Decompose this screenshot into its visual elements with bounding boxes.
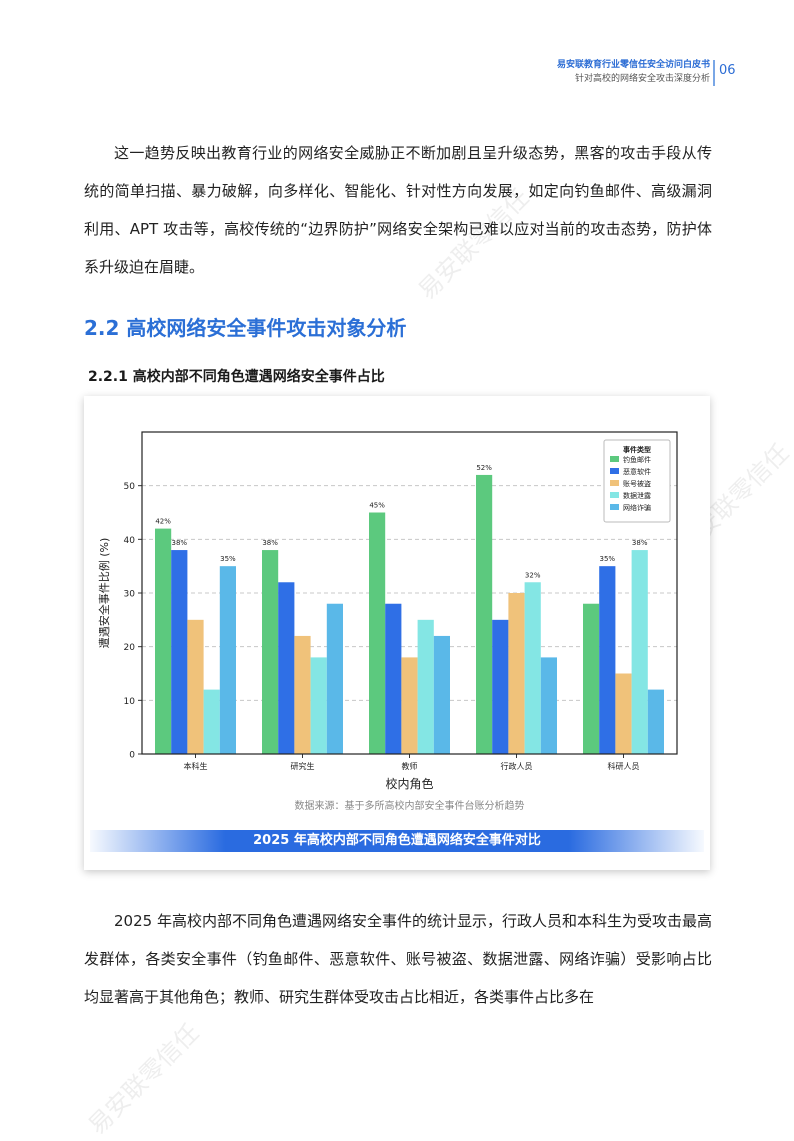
bar — [278, 582, 295, 754]
legend-swatch — [610, 468, 619, 474]
bar — [508, 593, 525, 754]
paragraph-intro: 这一趋势反映出教育行业的网络安全威胁正不断加剧且呈升级态势，黑客的攻击手段从传统… — [84, 144, 712, 276]
legend-swatch — [610, 492, 619, 498]
bar — [540, 657, 557, 754]
bar — [369, 512, 386, 754]
bar — [187, 619, 204, 754]
section-title: 2.2 高校网络安全事件攻击对象分析 — [84, 316, 407, 340]
data-label: 52% — [476, 464, 492, 472]
legend-item: 账号被盗 — [623, 479, 651, 488]
legend-item: 数据泄露 — [623, 491, 651, 500]
bar — [294, 635, 311, 754]
y-tick-label: 20 — [124, 643, 136, 653]
y-tick-label: 50 — [124, 482, 136, 492]
header-title: 易安联教育行业零信任安全访问白皮书 — [556, 60, 710, 70]
bar — [583, 603, 600, 754]
bar — [262, 550, 279, 754]
data-label: 35% — [600, 555, 616, 563]
data-label: 35% — [220, 555, 236, 563]
bar — [326, 603, 343, 754]
bar — [433, 635, 450, 754]
chart-source-note: 数据来源：基于多所高校内部安全事件台账分析趋势 — [295, 799, 525, 812]
data-label: 42% — [155, 518, 171, 526]
data-label: 38% — [632, 539, 648, 547]
watermark: 易安联零信任 — [82, 1018, 205, 1141]
y-tick-label: 10 — [124, 697, 136, 707]
bar — [492, 619, 509, 754]
x-tick-label: 科研人员 — [608, 761, 640, 771]
legend-swatch — [610, 480, 619, 486]
data-label: 38% — [262, 539, 278, 547]
bar — [155, 528, 172, 754]
legend-item: 钓鱼邮件 — [623, 455, 651, 464]
data-label: 38% — [172, 539, 188, 547]
bar — [615, 673, 632, 754]
data-label: 32% — [525, 571, 541, 579]
x-tick-label: 研究生 — [291, 761, 315, 771]
page-header: 易安联教育行业零信任安全访问白皮书 针对高校的网络安全攻击深度分析 — [557, 58, 710, 86]
bar — [417, 619, 434, 754]
x-axis-label: 校内角色 — [385, 776, 433, 791]
bar-chart: 0 10 20 30 40 50 本科生 研究生 教师 行政人员 科研人员 42% 38% 35% 38% 4… — [97, 431, 678, 812]
bar — [310, 657, 327, 754]
bar — [599, 566, 616, 754]
x-tick-label: 教师 — [402, 761, 418, 771]
paragraph-analysis: 2025 年高校内部不同角色遭遇网络安全事件的统计显示，行政人员和本科生为受攻击… — [84, 912, 712, 1006]
bar — [631, 550, 648, 754]
bar — [401, 657, 418, 754]
y-tick-label: 30 — [124, 590, 136, 600]
header-divider — [713, 60, 715, 86]
legend-box — [603, 439, 671, 523]
bar — [203, 689, 220, 754]
legend-item: 恶意软件 — [623, 467, 651, 476]
legend-item: 网络诈骗 — [623, 503, 651, 512]
bar — [524, 582, 541, 754]
plot-frame — [141, 431, 678, 755]
page-number: 06 — [719, 63, 736, 78]
bar — [171, 550, 188, 754]
y-tick-label: 0 — [129, 751, 135, 761]
bar — [219, 566, 236, 754]
bar — [385, 603, 402, 754]
chart-caption: 2025 年高校内部不同角色遭遇网络安全事件对比 — [90, 830, 704, 852]
x-tick-label: 行政人员 — [501, 761, 533, 771]
y-tick-label: 40 — [124, 536, 136, 546]
data-label: 45% — [369, 502, 385, 510]
subsection-title: 2.2.1 高校内部不同角色遭遇网络安全事件占比 — [88, 369, 385, 385]
legend-swatch — [610, 456, 619, 462]
x-tick-label: 本科生 — [184, 761, 208, 771]
bar — [476, 474, 493, 754]
y-axis-label: 遭遇安全事件比例 (%) — [97, 538, 111, 649]
bar — [647, 689, 664, 754]
legend-swatch — [610, 504, 619, 510]
chart-figure: 0 10 20 30 40 50 本科生 研究生 教师 行政人员 科研人员 42% 38% 35% 38% 4… — [84, 396, 710, 870]
header-subtitle: 针对高校的网络安全攻击深度分析 — [574, 74, 710, 84]
legend-title: 事件类型 — [623, 445, 651, 454]
